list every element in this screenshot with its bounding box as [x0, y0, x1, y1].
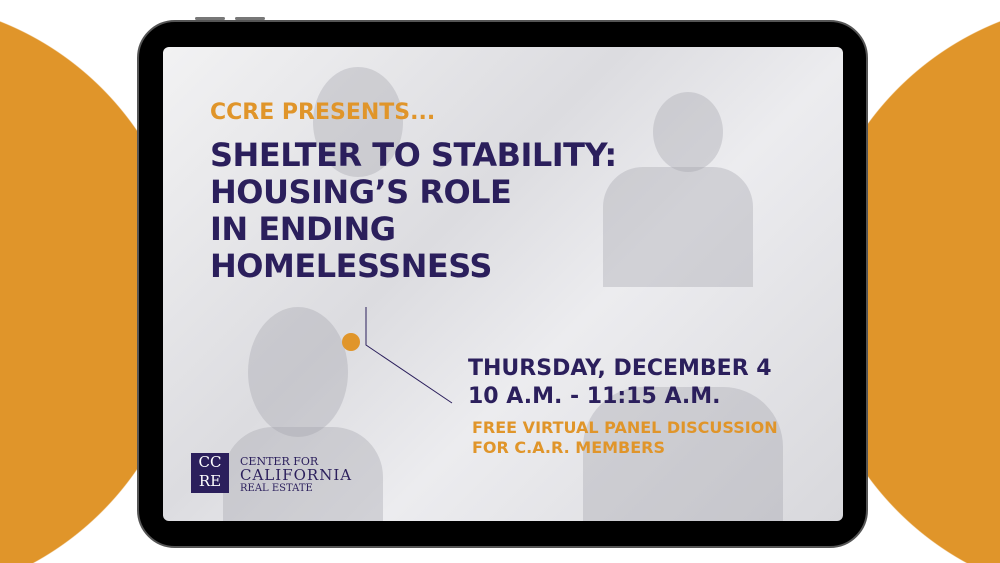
background-person-photo [603, 167, 753, 287]
title-line: IN ENDING [210, 210, 396, 248]
background-person-photo [223, 427, 383, 521]
event-title: SHELTER TO STABILITY: HOUSING’S ROLE IN … [210, 137, 617, 285]
tablet-screen [163, 47, 843, 521]
event-time: 10 A.M. - 11:15 A.M. [468, 384, 721, 409]
ccre-logo-mark: CC RE [191, 453, 229, 493]
background-person-photo [653, 92, 723, 172]
background-person-photo [583, 387, 783, 521]
logo-text: REAL ESTATE [240, 483, 313, 494]
event-details-line: FOR C.A.R. MEMBERS [472, 438, 666, 457]
logo-text: CENTER FOR [240, 455, 319, 468]
background-person-photo [248, 307, 348, 437]
accent-dot [342, 333, 360, 351]
title-line: HOUSING’S ROLE [210, 173, 512, 211]
event-date: THURSDAY, DECEMBER 4 [468, 356, 772, 381]
logo-text: CALIFORNIA [240, 466, 353, 484]
title-line: SHELTER TO STABILITY: [210, 136, 617, 174]
presenter-label: CCRE PRESENTS... [210, 100, 436, 125]
tablet-button [195, 17, 225, 20]
title-line: HOMELESSNESS [210, 247, 492, 285]
tablet-button [235, 17, 265, 20]
background-person-photo [313, 67, 403, 177]
event-details-line: FREE VIRTUAL PANEL DISCUSSION [472, 418, 778, 437]
